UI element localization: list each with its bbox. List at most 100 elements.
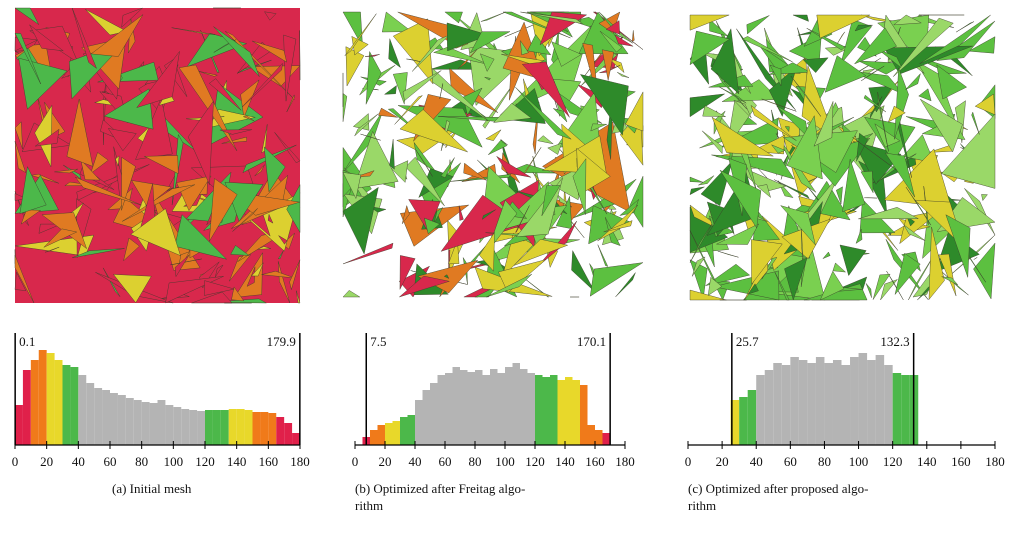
mesh-triangle — [975, 94, 995, 115]
mesh-triangle — [390, 139, 395, 169]
mesh-triangle — [486, 130, 501, 141]
histogram-bar — [70, 367, 78, 445]
mesh-triangle — [366, 51, 381, 104]
histogram-bar — [181, 409, 189, 445]
histogram-bar — [370, 430, 378, 445]
mesh-triangle — [389, 39, 401, 68]
histogram-bar — [189, 410, 197, 445]
x-tick-label: 160 — [951, 454, 971, 469]
mesh-triangle — [590, 263, 643, 297]
histogram-bar — [558, 380, 566, 445]
x-tick-label: 180 — [290, 454, 310, 469]
histogram-bar — [765, 370, 774, 445]
x-tick-label: 120 — [883, 454, 903, 469]
mesh-triangle — [972, 112, 980, 134]
histogram-bar — [603, 433, 611, 445]
histogram-bar — [173, 407, 181, 445]
mesh-triangle — [919, 89, 931, 101]
histogram-bar — [378, 425, 386, 445]
histogram-bar — [505, 367, 513, 445]
histogram-bar — [513, 363, 521, 445]
histogram-bar — [385, 423, 393, 445]
histogram-bar — [807, 363, 816, 445]
mesh-image — [15, 8, 300, 303]
mesh-triangle — [747, 15, 770, 33]
histogram-bar — [790, 357, 799, 445]
mesh-triangle — [864, 198, 877, 199]
x-tick-label: 140 — [227, 454, 247, 469]
histogram-bar — [430, 383, 438, 445]
histogram-bar — [543, 377, 551, 445]
histogram-bar — [884, 365, 893, 445]
range-label: 0.1 — [19, 334, 35, 349]
histogram-bar — [245, 410, 253, 445]
histogram-bar — [756, 375, 765, 445]
mesh-triangle — [538, 136, 554, 144]
histogram-bar — [535, 375, 543, 445]
histogram-bar — [221, 410, 229, 445]
histogram-bar — [253, 412, 261, 445]
range-label: 170.1 — [577, 334, 606, 349]
mesh-triangle — [365, 54, 380, 56]
range-label: 25.7 — [736, 334, 759, 349]
histogram-bar — [408, 415, 416, 445]
mesh-triangle — [981, 194, 987, 200]
histogram-bar — [490, 369, 498, 445]
x-tick-label: 0 — [12, 454, 19, 469]
x-tick-label: 160 — [259, 454, 279, 469]
x-tick-label: 20 — [379, 454, 392, 469]
mesh-image — [690, 15, 995, 300]
x-tick-label: 40 — [72, 454, 85, 469]
histogram-bar — [260, 412, 268, 445]
histogram-bar — [867, 360, 876, 445]
histogram-bar — [86, 383, 94, 445]
x-tick-label: 40 — [750, 454, 763, 469]
mesh-triangle — [718, 251, 739, 257]
histogram-bar — [842, 365, 851, 445]
histogram-bar — [110, 393, 118, 445]
histogram-bar — [142, 402, 150, 445]
histogram-bar — [438, 375, 446, 445]
mesh-triangle — [866, 283, 872, 297]
histogram-bar — [55, 360, 63, 445]
histogram-bar — [893, 373, 902, 445]
histogram-bar — [31, 360, 39, 445]
histogram-bar — [816, 357, 825, 445]
mesh-triangle — [632, 30, 634, 41]
x-tick-label: 80 — [469, 454, 482, 469]
x-tick-label: 40 — [409, 454, 422, 469]
histogram-bar — [229, 409, 237, 445]
histogram-bar — [580, 385, 588, 445]
x-tick-label: 100 — [495, 454, 515, 469]
x-tick-label: 100 — [849, 454, 869, 469]
mesh-triangle — [974, 257, 977, 259]
x-tick-label: 0 — [352, 454, 359, 469]
histogram-bar — [773, 363, 782, 445]
histogram-bar — [901, 375, 910, 445]
caption: (a) Initial mesh — [112, 481, 192, 496]
x-tick-label: 180 — [985, 454, 1005, 469]
x-tick-label: 60 — [439, 454, 452, 469]
mesh-triangle — [548, 143, 562, 154]
histogram-bar — [400, 417, 408, 445]
mesh-triangle — [861, 171, 873, 193]
histogram-bar — [453, 367, 461, 445]
histogram-bar — [565, 377, 573, 445]
histogram-bar — [445, 373, 453, 445]
histogram-bar — [460, 370, 468, 445]
histogram-bar — [165, 405, 173, 445]
mesh-triangle — [481, 12, 506, 21]
histogram-bar — [520, 369, 528, 445]
mesh-triangle — [477, 160, 487, 170]
mesh-triangle — [384, 85, 396, 94]
histogram-bar — [833, 360, 842, 445]
histogram-bar — [39, 350, 47, 445]
histogram-bar — [150, 403, 158, 445]
x-tick-label: 60 — [104, 454, 117, 469]
mesh-triangle — [856, 229, 862, 243]
x-tick-label: 20 — [40, 454, 53, 469]
mesh-triangle — [572, 251, 595, 292]
x-tick-label: 180 — [615, 454, 635, 469]
histogram-bar — [15, 405, 23, 445]
histogram-bar — [284, 423, 292, 445]
